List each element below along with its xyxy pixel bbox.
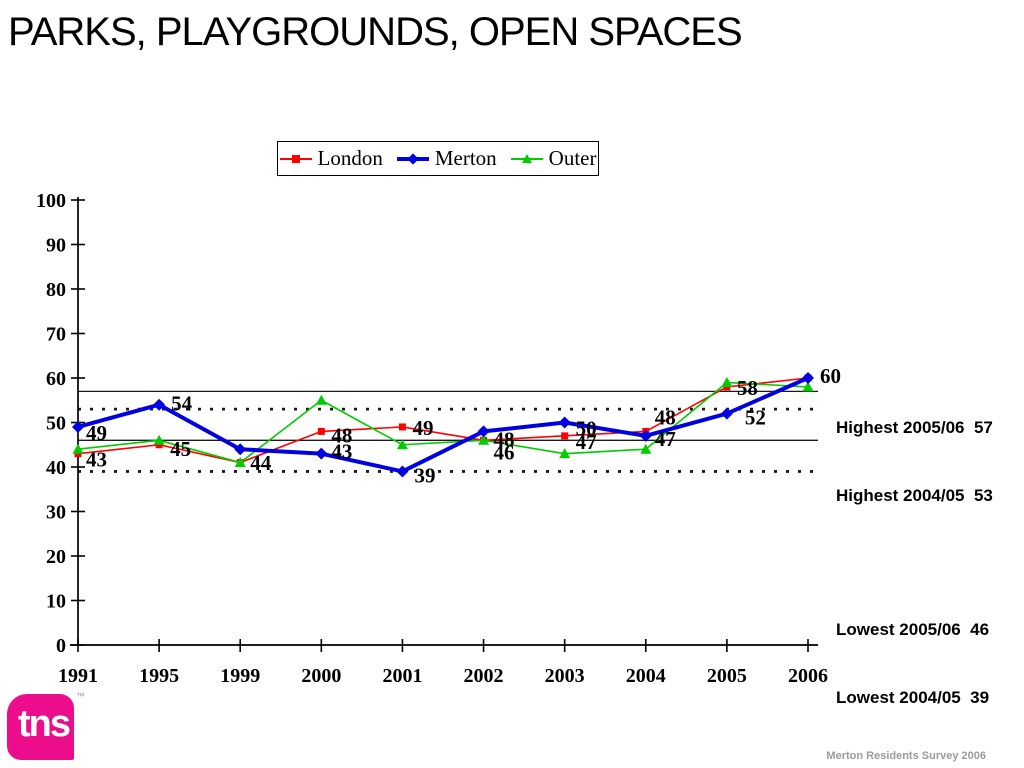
tns-logo: tns	[7, 694, 74, 760]
y-tick-label-100: 100	[36, 190, 66, 212]
series-line-merton	[77, 376, 809, 474]
x-tick-label-2004: 2004	[626, 665, 666, 687]
data-label-merton-2004: 47	[655, 427, 676, 451]
y-tick-label-50: 50	[46, 413, 66, 435]
legend-label-merton: Merton	[434, 146, 497, 170]
legend-label-outer: Outer	[548, 146, 597, 170]
x-tick-label-1999: 1999	[220, 665, 260, 687]
data-label-merton-2000: 43	[331, 440, 352, 464]
annotation-spacer	[836, 552, 1024, 574]
data-label-london-2000: 48	[331, 423, 352, 447]
marker-merton-2005	[720, 407, 733, 420]
marker-outer-2000	[315, 394, 327, 405]
marker-outer-2006	[802, 381, 814, 392]
marker-merton-1999	[234, 443, 247, 456]
x-tick-label-2006: 2006	[788, 665, 828, 687]
page-title: PARKS, PLAYGROUNDS, OPEN SPACES	[8, 10, 743, 54]
data-label-london-2002: 46	[494, 440, 515, 464]
tns-trademark-symbol: ™	[76, 691, 85, 701]
legend-item-merton: Merton	[396, 146, 497, 171]
x-tick-label-2001: 2001	[382, 665, 422, 687]
data-label-merton-2001: 39	[414, 463, 435, 487]
annotation-line: Highest 2004/05 53	[836, 485, 993, 505]
marker-merton-2001	[396, 465, 409, 478]
data-label-london-2004: 48	[655, 405, 676, 429]
series-line-outer	[77, 381, 809, 464]
marker-merton-2006	[802, 372, 814, 384]
london-line-marker-icon	[279, 152, 312, 166]
data-label-merton-1995: 54	[171, 392, 193, 416]
data-label-london-1995: 45	[170, 437, 191, 461]
footer-source-text: Merton Residents Survey 2006	[826, 750, 986, 762]
legend-label-london: London	[317, 146, 383, 170]
x-tick-label-2005: 2005	[707, 665, 747, 687]
y-tick-label-10: 10	[46, 591, 66, 613]
data-label-merton-2006: 60	[820, 364, 841, 388]
y-tick-label-20: 20	[46, 546, 66, 568]
data-label-london-1991: 43	[86, 448, 107, 472]
marker-london-2001	[398, 423, 406, 431]
marker-london-2000	[317, 427, 325, 435]
x-tick-label-2000: 2000	[301, 665, 341, 687]
marker-outer-2003	[559, 448, 571, 459]
data-label-merton-1991: 49	[86, 421, 107, 445]
x-tick-label-2002: 2002	[464, 665, 504, 687]
y-tick-label-40: 40	[46, 457, 66, 479]
data-label-merton-2005: 52	[745, 406, 766, 430]
marker-merton-1991	[72, 420, 84, 433]
marker-outer-2004	[640, 443, 652, 454]
legend-item-outer: Outer	[510, 146, 597, 171]
highest-lowest-annotations: Highest 2005/06 57 Highest 2004/05 53 Lo…	[836, 372, 1024, 732]
x-tick-label-2003: 2003	[545, 665, 585, 687]
tns-logo-text: tns	[18, 703, 71, 745]
y-tick-label-90: 90	[46, 235, 66, 257]
data-label-merton-2002: 48	[494, 427, 515, 451]
marker-outer-1991	[72, 443, 84, 454]
annotation-line: Lowest 2005/06 46	[836, 620, 990, 639]
y-tick-label-70: 70	[46, 324, 66, 346]
data-label-london-2005: 58	[737, 376, 758, 400]
annotation-line: Highest 2005/06 57	[836, 418, 993, 437]
marker-merton-2000	[315, 447, 328, 460]
marker-london-2003	[561, 432, 569, 440]
marker-merton-2004	[639, 429, 652, 442]
y-tick-label-60: 60	[46, 368, 66, 390]
outer-line-marker-icon	[510, 152, 543, 166]
marker-merton-2003	[558, 416, 571, 429]
marker-outer-1999	[234, 457, 246, 468]
annotation-line: Lowest 2004/05 39	[836, 687, 990, 707]
y-tick-label-0: 0	[56, 635, 66, 657]
merton-line-marker-icon	[396, 152, 429, 166]
x-tick-label-1995: 1995	[139, 665, 179, 687]
data-label-london-2001: 49	[412, 416, 433, 440]
marker-outer-2002	[478, 434, 490, 445]
marker-outer-2001	[396, 439, 408, 450]
marker-outer-2005	[721, 376, 733, 387]
series-line-london	[77, 377, 809, 464]
chart-legend: London Merton Outer	[277, 141, 599, 176]
x-tick-label-1991: 1991	[58, 665, 98, 687]
marker-merton-1995	[153, 398, 166, 411]
y-tick-label-30: 30	[46, 502, 66, 524]
y-tick-label-80: 80	[46, 279, 66, 301]
data-label-merton-2003: 50	[576, 417, 597, 441]
marker-merton-2002	[477, 425, 490, 438]
data-label-london-2003: 47	[576, 430, 597, 454]
marker-outer-1995	[153, 434, 165, 445]
data-label-merton-1999: 44	[250, 451, 272, 475]
legend-item-london: London	[279, 146, 383, 171]
